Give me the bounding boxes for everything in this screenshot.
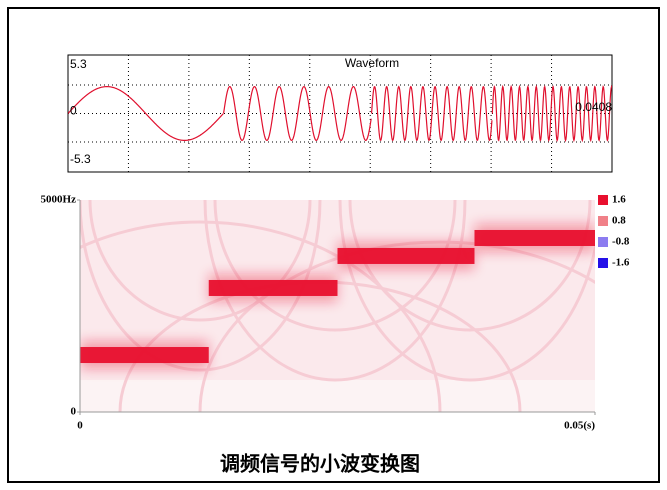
x-tick-label: 0.05(s) [564, 420, 595, 432]
x-tick-label: 0 [77, 420, 83, 432]
y-tick-label: 5.3 [70, 57, 87, 71]
band [474, 230, 595, 246]
band [80, 347, 209, 363]
legend-label: 1.6 [612, 194, 626, 206]
legend-swatch [598, 237, 608, 247]
legend-label: -0.8 [612, 236, 630, 248]
y-tick-label: -5.3 [70, 152, 91, 166]
legend-label: 0.8 [612, 215, 626, 227]
band [338, 248, 475, 264]
waveform-title: Waveform [345, 56, 399, 70]
page: Waveform 0.0408 调频信号的小波变换图 5.3 0 -5.3 5000H… [0, 0, 667, 490]
y-tick-label: 0 [71, 406, 77, 418]
band [209, 280, 338, 296]
chart: Waveform 0.0408 调频信号的小波变换图 5.3 0 -5.3 5000H… [0, 0, 667, 490]
legend-swatch [598, 195, 608, 205]
legend-swatch [598, 216, 608, 226]
annotation: 0.0408 [575, 100, 612, 114]
caption: 调频信号的小波变换图 [220, 452, 420, 476]
legend-label: -1.6 [612, 257, 630, 269]
y-tick-label: 0 [70, 104, 77, 118]
legend-swatch [598, 258, 608, 268]
y-tick-label: 5000Hz [41, 194, 77, 206]
